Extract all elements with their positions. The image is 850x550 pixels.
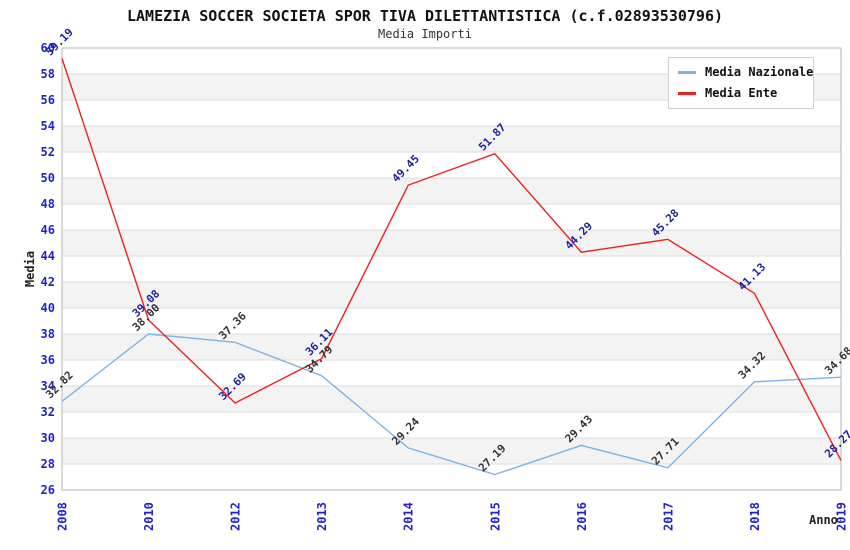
x-tick-label: 2018 xyxy=(748,502,762,531)
grid-band xyxy=(62,152,841,178)
legend-item-media-nazionale: Media Nazionale xyxy=(678,65,813,79)
y-tick-label: 28 xyxy=(41,457,55,471)
grid-band xyxy=(62,334,841,360)
grid-band xyxy=(62,438,841,464)
chart-line-media-ente xyxy=(61,58,842,461)
x-tick-label: 2010 xyxy=(142,502,156,531)
y-tick-label: 58 xyxy=(41,67,55,81)
x-tick-label: 2019 xyxy=(835,502,849,531)
y-tick-label: 32 xyxy=(41,405,55,419)
y-tick-label: 50 xyxy=(41,171,55,185)
grid-band xyxy=(62,308,841,334)
x-tick-label: 2008 xyxy=(56,502,70,531)
plot-border xyxy=(61,47,842,491)
y-tick-label: 54 xyxy=(41,119,55,133)
chart-subtitle: Media Importi xyxy=(378,27,472,41)
grid-band xyxy=(62,230,841,256)
y-tick-label: 44 xyxy=(41,249,55,263)
x-tick-label: 2016 xyxy=(575,502,589,531)
grid-band xyxy=(62,126,841,152)
grid-band xyxy=(62,178,841,204)
y-tick-label: 60 xyxy=(41,41,55,55)
x-tick-label: 2017 xyxy=(661,502,675,531)
y-tick-label: 46 xyxy=(41,223,55,237)
chart-line-media-nazionale xyxy=(61,333,842,476)
legend: Media Nazionale Media Ente xyxy=(668,57,814,109)
legend-label-media-ente: Media Ente xyxy=(705,86,778,100)
y-tick-label: 26 xyxy=(41,483,55,497)
legend-item-media-ente: Media Ente xyxy=(678,86,804,100)
y-tick-label: 40 xyxy=(41,301,55,315)
y-tick-label: 30 xyxy=(41,431,55,445)
grid-band xyxy=(62,386,841,412)
x-tick-label: 2012 xyxy=(229,502,243,531)
y-tick-label: 38 xyxy=(41,327,55,341)
x-tick-label: 2015 xyxy=(488,502,502,531)
grid-band xyxy=(62,360,841,386)
grid-band xyxy=(62,256,841,282)
grid-band xyxy=(62,412,841,438)
y-tick-label: 36 xyxy=(41,353,55,367)
legend-label-media-nazionale: Media Nazionale xyxy=(705,65,814,79)
y-axis-title: Media xyxy=(23,250,37,288)
y-tick-label: 34 xyxy=(41,379,55,393)
y-tick-label: 48 xyxy=(41,197,55,211)
y-tick-label: 42 xyxy=(41,275,55,289)
grid-band xyxy=(62,282,841,308)
media-nazionale-line-swatch xyxy=(678,70,696,74)
grid-band xyxy=(62,204,841,230)
x-axis-title: Anno xyxy=(809,513,838,527)
chart-title: LAMEZIA SOCCER SOCIETA SPOR TIVA DILETTA… xyxy=(126,7,724,25)
grid-band xyxy=(62,464,841,490)
x-tick-label: 2013 xyxy=(315,502,329,531)
media-ente-line-swatch xyxy=(678,91,696,95)
x-tick-label: 2014 xyxy=(402,502,416,531)
y-tick-label: 56 xyxy=(41,93,55,107)
y-tick-label: 52 xyxy=(41,145,55,159)
